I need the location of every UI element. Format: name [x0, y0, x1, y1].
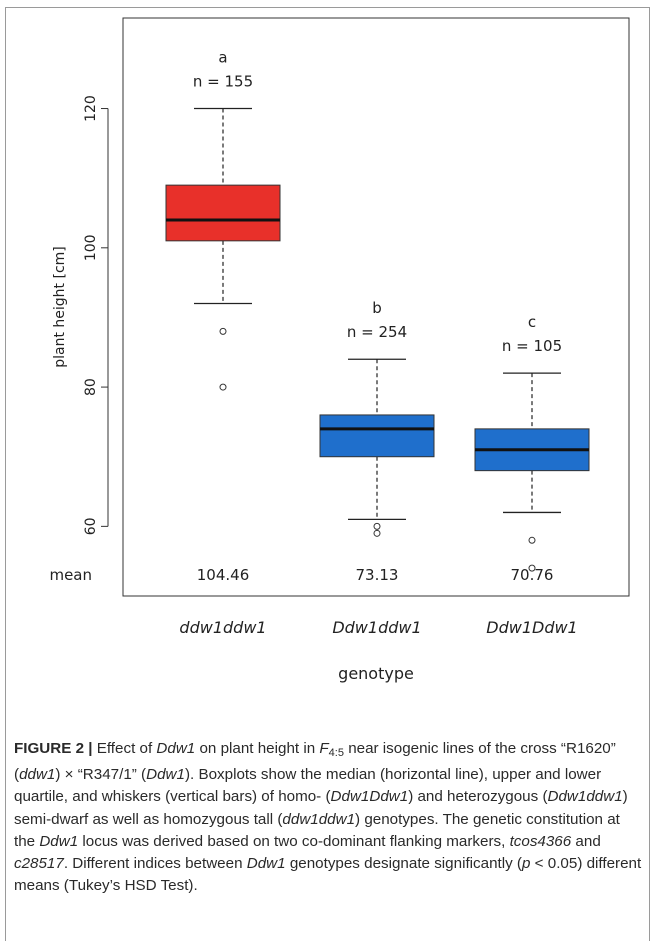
caption-p: p	[522, 855, 531, 873]
n-label: n = 254	[347, 323, 407, 341]
mean-value: 70.76	[511, 566, 554, 584]
caption-genotype: ddw1ddw1	[282, 810, 356, 828]
y-axis-label: plant height [cm]	[52, 246, 68, 368]
significance-letter: c	[528, 313, 536, 331]
caption-text: < 0.05) different means (Tukey’s HSD Tes…	[14, 855, 642, 895]
mean-value: 73.13	[356, 566, 399, 584]
caption-text: Effect of	[92, 740, 157, 757]
y-tick-label: 120	[83, 95, 99, 122]
caption-gene: Ddw1	[146, 766, 185, 784]
boxplot-chart: 60 80 100 120 plant height [cm] mean n = 15…	[49, 17, 630, 683]
caption-text: and	[571, 832, 601, 850]
significance-letter: b	[372, 299, 382, 317]
caption-text: ) × “R347/1” (	[55, 766, 147, 784]
caption-generation: F	[319, 740, 329, 757]
significance-letter: a	[218, 49, 227, 67]
outlier-point	[373, 522, 381, 530]
caption-gene: Ddw1	[39, 832, 79, 850]
caption-text: . Different indices between	[63, 855, 247, 873]
caption-text: near isogenic lines of the cross “R1620”…	[14, 740, 616, 784]
caption-text: ). Boxplots show the median (horizontal …	[14, 766, 602, 806]
caption-label: FIGURE 2 |	[14, 740, 93, 757]
box-group-ddw1ddw1: n = 155 a 104.46 ddw1ddw1	[165, 49, 281, 637]
boxes-layer: n = 155 a 104.46 ddw1ddw1 n = 254 b 73.13 Ddw1d…	[165, 49, 590, 637]
caption-genotype: Ddw1ddw1	[547, 788, 623, 806]
box-group-Ddw1Ddw1: n = 105 c 70.76 Ddw1Ddw1	[474, 313, 590, 637]
x-axis-label: genotype	[338, 664, 414, 683]
caption-text: ) and heterozygous (	[408, 788, 548, 806]
mean-row-label: mean	[49, 566, 92, 584]
mean-value: 104.46	[197, 566, 250, 584]
n-label: n = 105	[502, 337, 562, 355]
y-axis: 60 80 100 120	[83, 95, 109, 535]
n-label: n = 155	[193, 73, 253, 91]
x-tick-label: Ddw1Ddw1	[486, 618, 577, 637]
figure-frame	[5, 7, 650, 941]
caption-gene: Ddw1	[156, 740, 196, 757]
caption-gene: Ddw1	[246, 855, 286, 873]
outlier-point	[373, 529, 381, 537]
y-tick-label: 100	[83, 234, 99, 261]
y-tick-label: 80	[83, 378, 99, 396]
caption-gene: ddw1	[19, 766, 56, 784]
box-group-Ddw1ddw1: n = 254 b 73.13 Ddw1ddw1	[319, 299, 435, 637]
plot-area	[122, 17, 630, 597]
caption-generation-sub: 4:5	[328, 747, 344, 759]
caption-text: genotypes designate significantly (	[285, 855, 522, 873]
outlier-point	[528, 536, 536, 544]
caption-marker: c28517	[14, 855, 64, 873]
caption-text: on plant height in	[195, 740, 320, 757]
figure-caption: FIGURE 2 | Effect of Ddw1 on plant heigh…	[14, 738, 644, 897]
caption-text: ) genotypes. The genetic constitution at…	[14, 810, 620, 850]
outlier-point	[219, 383, 227, 391]
box-iqr	[319, 414, 435, 458]
outlier-point	[219, 327, 227, 335]
x-tick-label: Ddw1ddw1	[332, 618, 421, 637]
outlier-point	[528, 564, 536, 572]
caption-text: locus was derived based on two co-domina…	[78, 832, 510, 850]
caption-text: ) semi-dwarf as well as homozygous tall …	[14, 788, 628, 828]
box-iqr	[165, 184, 281, 242]
caption-genotype: Ddw1Ddw1	[330, 788, 409, 806]
y-tick-label: 60	[83, 517, 99, 535]
caption-marker: tcos4366	[509, 832, 572, 850]
x-tick-label: ddw1ddw1	[179, 618, 266, 637]
